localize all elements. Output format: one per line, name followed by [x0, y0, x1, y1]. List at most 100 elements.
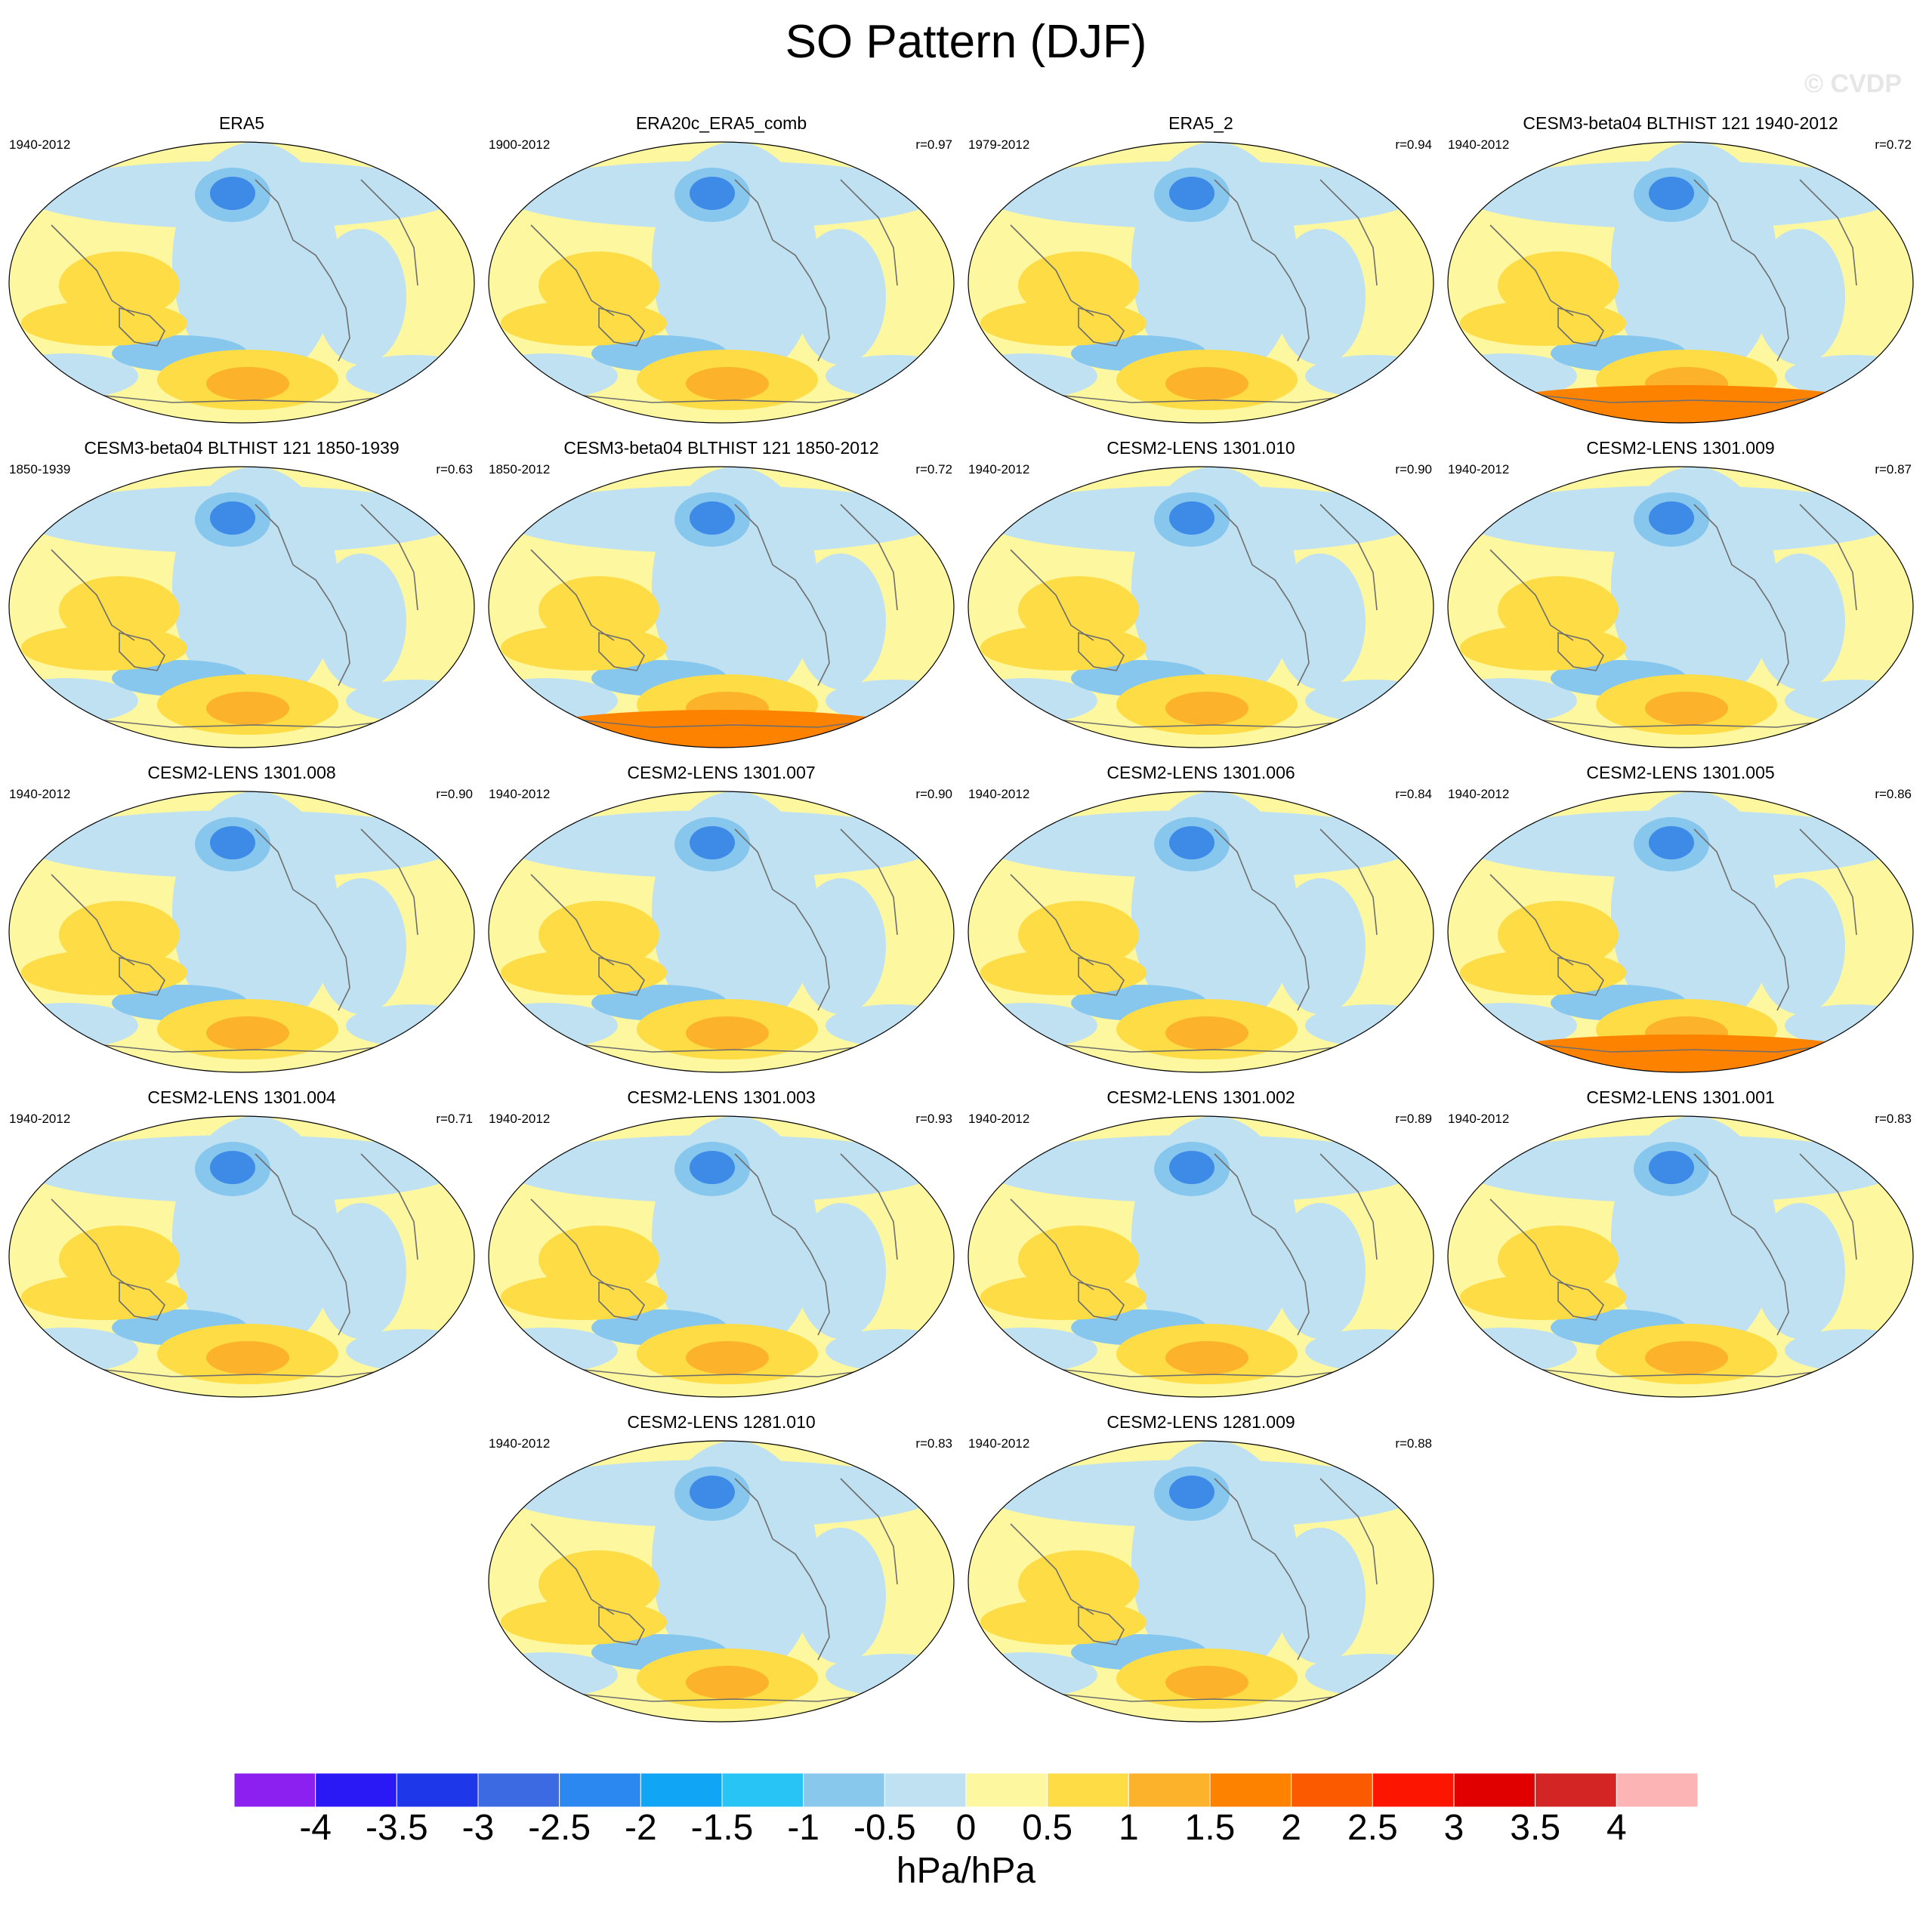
colorbar-segment: [1535, 1773, 1617, 1807]
coastline: [1214, 1478, 1310, 1661]
coastline: [1557, 956, 1604, 996]
panel-correlation: r=0.71: [436, 1112, 473, 1126]
map-panel: CESM3-beta04 BLTHIST 121 1850-1939 1850-1…: [6, 436, 477, 754]
coastline: [119, 307, 165, 347]
contour-region: [686, 1016, 769, 1050]
colorbar-tick-label: 4: [1606, 1808, 1627, 1848]
map-panel: CESM2-LENS 1301.004 1940-2012 r=0.71: [6, 1086, 477, 1403]
map-border: [968, 1440, 1434, 1722]
map-border: [8, 1115, 475, 1398]
contour-region: [1460, 1275, 1626, 1320]
contour-region: [210, 177, 255, 210]
panel-correlation: r=0.90: [436, 787, 473, 801]
panel-period: 1940-2012: [9, 1112, 71, 1126]
map-plot: [488, 141, 955, 424]
colorbar-tick-label: -4: [299, 1808, 332, 1848]
colorbar-tick-label: 0.5: [1022, 1808, 1073, 1848]
panel-correlation: r=0.84: [1395, 787, 1432, 801]
coastline: [530, 1523, 615, 1615]
coastline: [598, 1281, 645, 1321]
contour-region: [686, 367, 769, 400]
coastline: [51, 224, 135, 316]
coastline: [1319, 504, 1378, 611]
contour-region: [346, 680, 474, 722]
coastline: [1010, 1198, 1094, 1291]
contour-region: [1165, 692, 1248, 725]
panel-correlation: r=0.88: [1395, 1436, 1432, 1451]
panel-title: ERA5_2: [1168, 113, 1233, 133]
coastline: [255, 179, 350, 362]
coastline: [1489, 1198, 1574, 1291]
contour-region: [1169, 826, 1214, 859]
panel-title: ERA20c_ERA5_comb: [635, 113, 807, 133]
panel-title: CESM2-LENS 1301.009: [1586, 438, 1775, 458]
contour-region: [1165, 1666, 1248, 1699]
contour-region: [980, 301, 1147, 346]
map-plot: [1447, 466, 1914, 748]
coastline: [1693, 1153, 1789, 1336]
coastline: [119, 631, 165, 671]
panel-correlation: r=0.83: [1875, 1112, 1912, 1126]
coastline: [1489, 549, 1574, 641]
contour-region: [1755, 878, 1845, 1014]
contour-region: [1275, 878, 1366, 1014]
colorbar-tick-label: -3: [461, 1808, 495, 1848]
contour-region: [1484, 1035, 1877, 1072]
contour-region: [795, 878, 886, 1014]
contour-region: [1785, 1329, 1913, 1371]
contour-region: [1275, 1203, 1366, 1339]
panel-correlation: r=0.86: [1875, 787, 1912, 801]
colorbar-segment: [1047, 1773, 1129, 1807]
map-plot: [968, 1115, 1434, 1398]
panel-title: CESM2-LENS 1301.010: [1106, 438, 1295, 458]
contour-region: [1649, 1151, 1694, 1184]
coastline: [734, 1478, 830, 1661]
coastline: [840, 828, 898, 936]
coastline: [1489, 224, 1574, 316]
colorbar-tick-label: 1.5: [1184, 1808, 1236, 1848]
contour-region: [1305, 355, 1434, 397]
coastline: [51, 874, 135, 966]
panel-period: 1940-2012: [1448, 787, 1510, 801]
colorbar-tick-label: -1.5: [690, 1808, 754, 1848]
coastline: [1214, 828, 1310, 1011]
panel-correlation: r=0.90: [1395, 462, 1432, 476]
panel-period: 1940-2012: [9, 787, 71, 801]
colorbar-segment: [884, 1773, 967, 1807]
coastline: [119, 1281, 165, 1321]
colorbar-tick-label: -3.5: [365, 1808, 428, 1848]
map-border: [968, 141, 1434, 424]
panel-period: 1940-2012: [1448, 137, 1510, 152]
colorbar-tick-labels: -4 -3.5 -3 -2.5 -2 -1.5 -1 -0.5 0 0.5 1 1.5 2 2.5 3 3.5…: [0, 1807, 1932, 1852]
contour-region: [795, 1528, 886, 1664]
map-border: [488, 141, 955, 424]
coastline: [360, 828, 418, 936]
panel-correlation: r=0.97: [915, 137, 952, 152]
colorbar-tick-label: 0: [955, 1808, 977, 1848]
coastline: [1055, 394, 1359, 403]
coastline: [1319, 1478, 1378, 1585]
map-plot: [968, 141, 1434, 424]
coastline: [1214, 504, 1310, 686]
panel-correlation: r=0.90: [915, 787, 952, 801]
coastline: [1319, 179, 1378, 286]
contour-region: [1169, 1476, 1214, 1509]
contour-region: [1305, 1654, 1434, 1696]
coastline: [1693, 179, 1789, 362]
contour-region: [690, 1476, 735, 1509]
map-panel: CESM2-LENS 1301.002 1940-2012 r=0.89: [965, 1086, 1437, 1403]
coastline: [840, 1153, 898, 1260]
contour-region: [21, 950, 187, 995]
contour-region: [210, 1151, 255, 1184]
coastline: [1010, 224, 1094, 316]
coastline: [1010, 549, 1094, 641]
coastline: [734, 1153, 830, 1336]
coastline: [1799, 1153, 1857, 1260]
coastline: [734, 828, 830, 1011]
panel-title: CESM2-LENS 1281.009: [1106, 1412, 1295, 1432]
contour-region: [795, 1203, 886, 1339]
panel-title: CESM2-LENS 1301.001: [1586, 1087, 1775, 1107]
contour-region: [980, 1599, 1147, 1645]
coastline: [96, 1368, 400, 1377]
contour-region: [21, 1275, 187, 1320]
